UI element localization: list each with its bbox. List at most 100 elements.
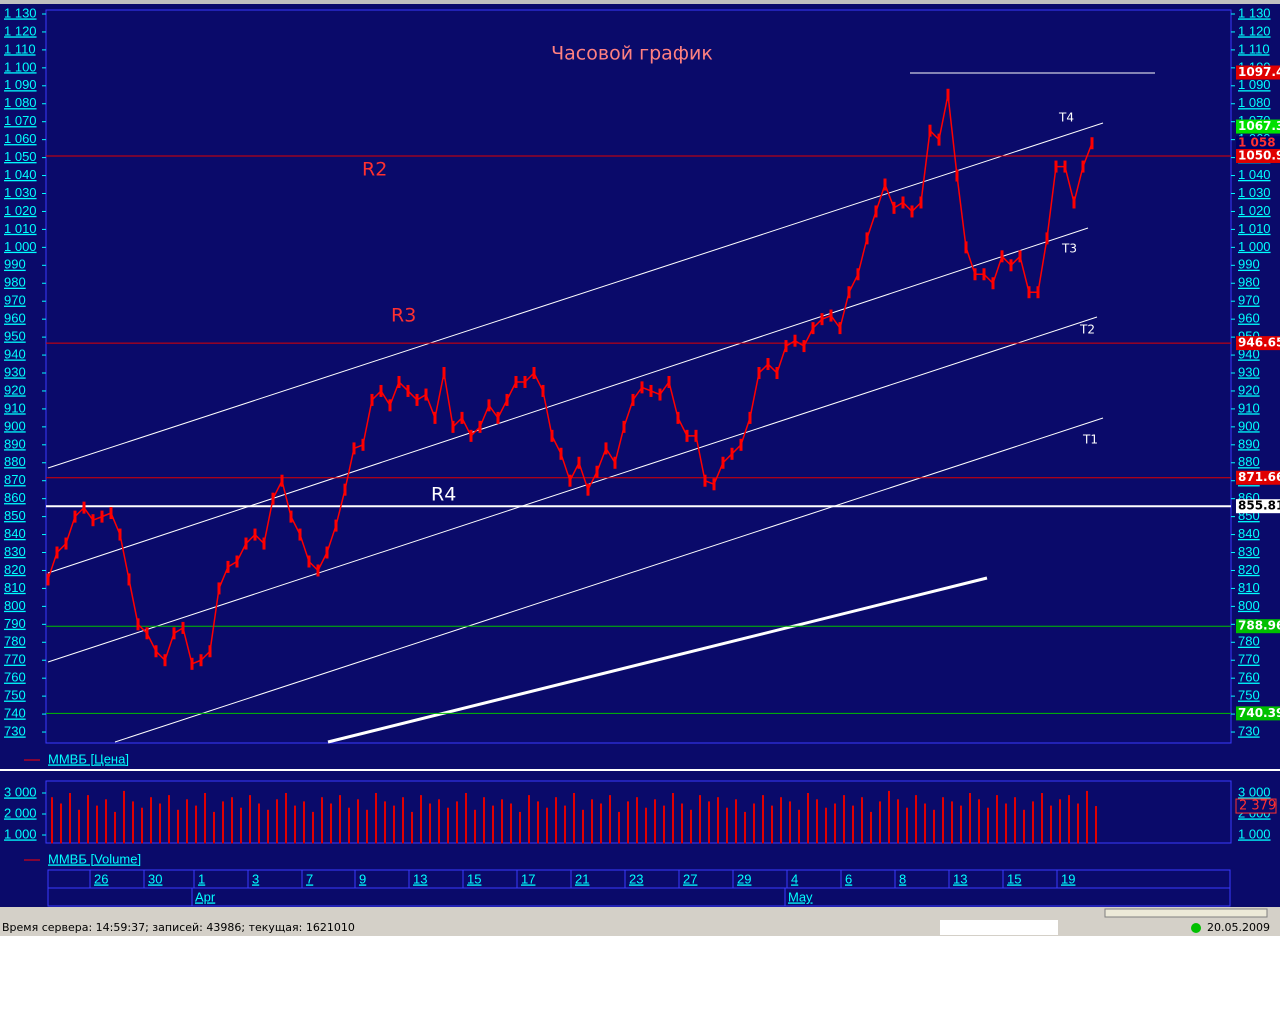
price-bar (856, 268, 860, 281)
price-bar (388, 399, 392, 412)
price-bar (64, 537, 68, 550)
volume-bar (528, 795, 530, 844)
x-tick-label: 9 (359, 871, 366, 886)
volume-bar (933, 809, 935, 844)
x-tick-label: 4 (791, 871, 798, 886)
volume-bar (573, 793, 575, 844)
volume-bar (159, 803, 161, 844)
legend-entry[interactable]: ММВБ [Volume] (48, 851, 141, 866)
y-tick-label: 920 (1238, 382, 1260, 397)
price-bar (757, 367, 761, 380)
volume-bar (51, 797, 53, 844)
y-tick-label: 930 (4, 364, 26, 379)
price-bar (559, 447, 563, 460)
price-bar (973, 268, 977, 281)
scrollbar-thumb[interactable] (1104, 908, 1268, 918)
volume-bar (762, 795, 764, 844)
price-bar (1045, 232, 1049, 245)
volume-bar (969, 793, 971, 844)
price-bar (982, 268, 986, 281)
trend-line (114, 417, 1104, 743)
volume-bar (384, 801, 386, 844)
volume-bar (519, 811, 521, 844)
y-tick-label: 1 130 (4, 5, 37, 20)
y-tick-label: 1 050 (4, 149, 37, 164)
price-panel (45, 9, 1232, 744)
volume-bar (447, 807, 449, 844)
level-badge (1236, 619, 1280, 634)
level-label: 1097.4 (1238, 65, 1280, 79)
price-bar (253, 528, 257, 541)
price-bar (1036, 286, 1040, 299)
volume-bar (1005, 803, 1007, 844)
price-bar (586, 483, 590, 496)
volume-bar (465, 793, 467, 844)
price-bar (226, 560, 230, 573)
x-tick-label: 30 (148, 871, 162, 886)
x-tick-label: 1 (198, 871, 205, 886)
last-volume-badge (1235, 798, 1277, 814)
volume-bar (870, 811, 872, 844)
price-bar (118, 528, 122, 541)
price-bar (793, 334, 797, 347)
price-bar (442, 367, 446, 380)
volume-bar (1014, 797, 1016, 844)
scrollbar[interactable] (0, 907, 1280, 919)
price-bar (775, 367, 779, 380)
price-bar (244, 537, 248, 550)
status-text: Время сервера: 14:59:37; записей: 43986;… (2, 921, 355, 934)
level-label: 946.65 (1238, 336, 1280, 350)
trend-line (327, 576, 988, 744)
y-tick-label: 870 (4, 472, 26, 487)
price-bar (595, 465, 599, 478)
volume-bar (717, 797, 719, 844)
volume-bar (951, 801, 953, 844)
volume-bar (924, 803, 926, 844)
price-bar (730, 447, 734, 460)
trend-line (47, 316, 1098, 663)
y-tick-label: 2 000 (4, 805, 37, 820)
y-tick-label: 1 090 (4, 77, 37, 92)
volume-bar (249, 795, 251, 844)
y-tick-label: 750 (4, 688, 26, 703)
price-bar (280, 474, 284, 487)
legend-entry[interactable]: ММВБ [Цена] (48, 751, 129, 766)
price-bar (766, 358, 770, 371)
volume-bar (636, 797, 638, 844)
y-tick-label: 730 (4, 723, 26, 738)
price-bar (1009, 259, 1013, 272)
volume-bar (474, 809, 476, 844)
price-bar (649, 384, 653, 397)
volume-bar (645, 807, 647, 844)
y-tick-label: 800 (4, 598, 26, 613)
y-tick-label: 840 (4, 526, 26, 541)
level-badge (1236, 136, 1280, 151)
price-bar (631, 393, 635, 406)
annotation: T1 (1082, 433, 1098, 447)
y-tick-label: 780 (1238, 634, 1260, 649)
price-bar (370, 393, 374, 406)
volume-bar (609, 795, 611, 844)
volume-bar (861, 797, 863, 844)
y-tick-label: 790 (4, 616, 26, 631)
volume-bar (285, 793, 287, 844)
level-label: 855.81 (1238, 499, 1280, 513)
y-tick-label: 910 (1238, 400, 1260, 415)
price-bar (109, 507, 113, 520)
volume-bar (618, 811, 620, 844)
price-bar (883, 178, 887, 191)
price-bar (1072, 196, 1076, 209)
price-bar (892, 201, 896, 214)
volume-bar (582, 809, 584, 844)
y-tick-label: 970 (1238, 293, 1260, 308)
price-bar (478, 420, 482, 433)
price-bar (379, 384, 383, 397)
volume-bar (726, 807, 728, 844)
volume-bar (312, 811, 314, 844)
volume-bar (339, 795, 341, 844)
price-bar (496, 411, 500, 424)
price-bar (550, 429, 554, 442)
level-label: 1067.3 (1238, 119, 1280, 133)
price-bar (721, 456, 725, 469)
price-bar (451, 420, 455, 433)
